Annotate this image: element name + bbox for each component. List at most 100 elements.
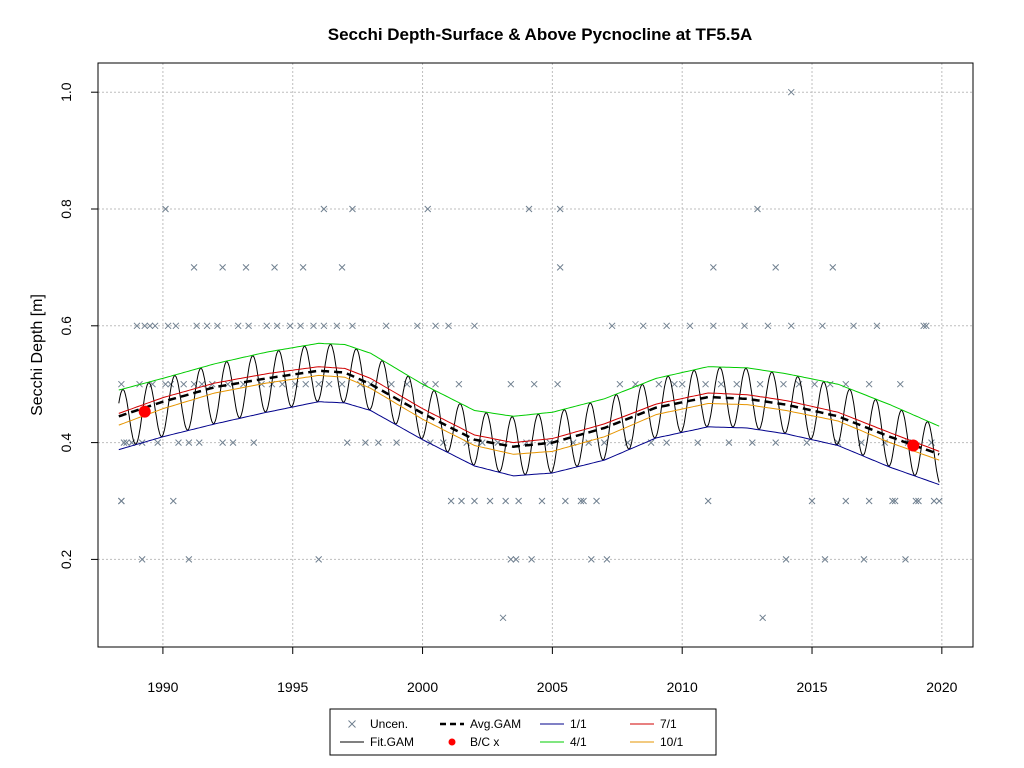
legend-label: 10/1 — [660, 735, 684, 749]
uncen-point — [118, 380, 125, 388]
uncen-point — [759, 614, 767, 622]
uncen-point — [678, 380, 686, 388]
uncen-point — [325, 380, 333, 388]
uncen-point — [616, 380, 624, 388]
uncen-point — [286, 322, 294, 330]
uncen-point — [600, 439, 608, 446]
legend-symbol — [448, 738, 456, 746]
uncen-point — [320, 322, 328, 330]
uncen-point — [185, 556, 193, 563]
uncen-point — [375, 439, 382, 446]
uncen-point — [162, 205, 169, 213]
uncen-point — [349, 322, 356, 330]
uncen-point — [710, 264, 717, 271]
uncen-point — [219, 264, 226, 271]
uncen-point — [302, 380, 310, 388]
uncen-point — [320, 205, 328, 213]
grid-lines — [98, 63, 973, 647]
uncen-point — [686, 322, 694, 330]
uncen-point — [310, 322, 317, 330]
y-tick-label: 0.4 — [58, 433, 74, 453]
uncen-point — [486, 497, 494, 505]
uncen-point — [748, 439, 756, 446]
uncen-point — [772, 264, 780, 271]
x-tick-label: 1995 — [277, 679, 308, 695]
uncen-point — [471, 497, 478, 505]
series-d4 — [118, 342, 940, 427]
uncen-point — [733, 380, 741, 388]
uncen-point — [587, 556, 595, 563]
uncen-point — [530, 380, 538, 388]
uncen-point — [180, 380, 188, 388]
uncen-point — [538, 497, 546, 505]
x-tick-label: 1990 — [147, 679, 178, 695]
uncen-point — [593, 497, 600, 505]
uncen-point — [193, 322, 201, 330]
y-tick-label: 0.8 — [58, 199, 74, 219]
uncen-point — [546, 439, 554, 446]
uncen-point — [315, 380, 323, 388]
uncen-point — [507, 556, 515, 563]
uncen-point — [299, 264, 307, 271]
uncen-point — [185, 439, 193, 446]
uncen-point — [414, 322, 421, 330]
uncen-point — [250, 439, 258, 446]
uncen-point — [245, 322, 252, 330]
uncen-point — [891, 497, 899, 505]
bc-points — [138, 405, 920, 452]
uncen-point — [930, 497, 938, 505]
uncen-point — [151, 322, 159, 330]
uncen-point — [756, 380, 764, 388]
uncen-point — [502, 497, 509, 505]
y-tick-label: 0.2 — [58, 549, 74, 569]
uncen-point — [865, 380, 873, 388]
uncen-point — [164, 322, 172, 330]
legend-label: Avg.GAM — [470, 717, 521, 731]
uncen-point — [242, 264, 250, 271]
uncen-point — [694, 439, 702, 446]
legend-symbol — [348, 720, 356, 728]
uncen-point — [424, 205, 432, 213]
uncen-point — [263, 322, 271, 330]
uncen-point — [169, 497, 177, 505]
uncen-point — [512, 556, 520, 563]
x-axis: 1990 1995 2000 2005 2010 2015 2020 — [147, 646, 958, 695]
uncen-point — [447, 497, 455, 505]
uncen-point — [432, 322, 439, 330]
uncen-point — [821, 556, 829, 563]
uncen-point — [811, 380, 818, 388]
uncen-point — [754, 205, 761, 213]
uncen-point — [764, 322, 772, 330]
legend-label: 1/1 — [570, 717, 587, 731]
series-d1 — [118, 401, 940, 486]
uncen-point — [902, 556, 909, 563]
x-tick-label: 2020 — [926, 679, 957, 695]
chart-title: Secchi Depth-Surface & Above Pycnocline … — [328, 25, 753, 44]
y-axis: 0.2 0.4 0.6 0.8 1.0 — [58, 82, 98, 569]
y-tick-label: 0.6 — [58, 316, 74, 336]
uncen-point — [393, 439, 400, 446]
uncen-point — [663, 439, 670, 446]
uncen-point — [273, 322, 281, 330]
legend-label: Fit.GAM — [370, 735, 414, 749]
uncen-point — [123, 439, 130, 446]
uncen-point — [234, 322, 242, 330]
uncen-point — [214, 322, 221, 330]
uncen-point — [580, 497, 587, 505]
uncen-point — [850, 322, 857, 330]
uncen-point — [920, 322, 928, 330]
series-fit-gam — [118, 344, 940, 483]
x-tick-label: 2015 — [796, 679, 827, 695]
x-tick-label: 2010 — [667, 679, 698, 695]
uncen-point — [333, 322, 341, 330]
series-d7 — [118, 366, 940, 452]
uncen-point — [717, 380, 725, 388]
uncen-point — [725, 439, 733, 446]
uncen-point — [865, 497, 873, 505]
uncen-point — [499, 614, 507, 622]
legend-label: B/C x — [470, 735, 499, 749]
uncen-point — [172, 322, 180, 330]
uncen-point — [554, 380, 561, 388]
bc-point — [907, 439, 920, 452]
